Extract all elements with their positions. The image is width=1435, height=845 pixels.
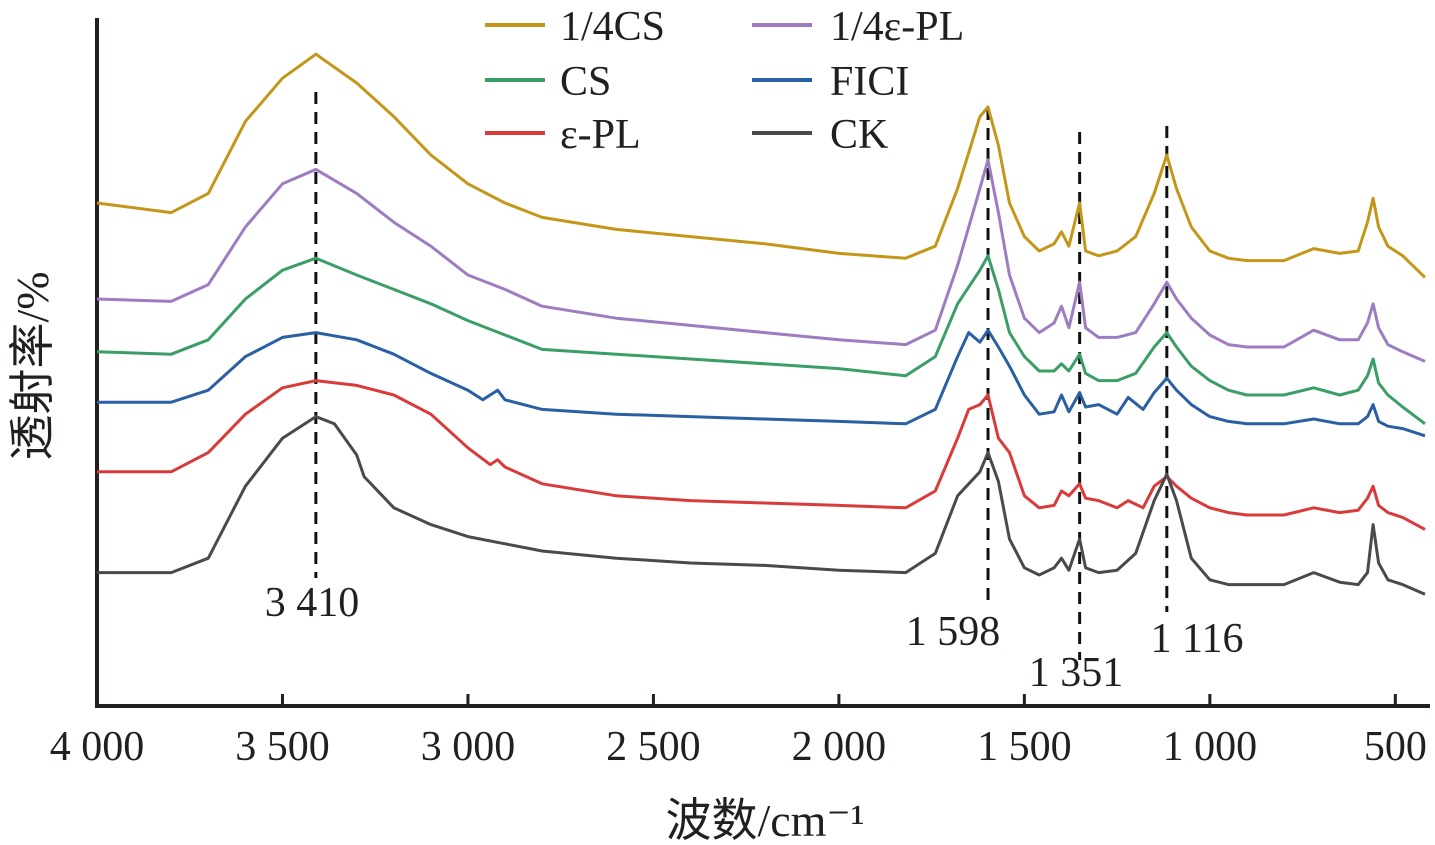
legend-label: 1/4ε-PL [830,4,964,50]
x-tick-label: 1 500 [977,724,1072,770]
x-tick-label: 1 000 [1163,724,1258,770]
x-tick-label: 3 500 [235,724,330,770]
series-line [97,379,1426,531]
legend: 1/4CS 1/4ε-PL CS FICI ε-PL CK [485,4,964,158]
x-ticks: 4 000 3 500 3 000 2 500 2 000 1 500 1 000 500 [50,694,1427,770]
series-line [97,328,1426,438]
legend-label: 1/4CS [560,4,665,50]
series-line [96,52,1427,279]
x-tick-label: 500 [1364,724,1427,770]
series-lines [96,52,1427,596]
x-axis-label: 波数/cm⁻¹ [665,795,864,845]
x-tick-label: 2 500 [606,724,701,770]
axes [95,18,1430,708]
legend-label: CK [830,112,888,158]
series-line [97,415,1426,596]
x-tick-label: 2 000 [792,724,887,770]
x-tick-label: 4 000 [50,724,145,770]
peak-label: 1 116 [1151,616,1244,662]
peak-label: 3 410 [265,580,360,626]
x-tick-label: 3 000 [421,724,516,770]
legend-label: ε-PL [560,112,641,158]
peak-labels: 3 410 1 598 1 351 1 116 [265,580,1244,696]
legend-label: CS [560,59,611,105]
series-line [96,158,1426,363]
series-line [96,254,1426,425]
peak-label: 1 351 [1029,650,1124,696]
legend-label: FICI [830,59,909,105]
peak-label: 1 598 [906,609,1001,655]
y-axis-label: 透射率/% [7,271,58,460]
